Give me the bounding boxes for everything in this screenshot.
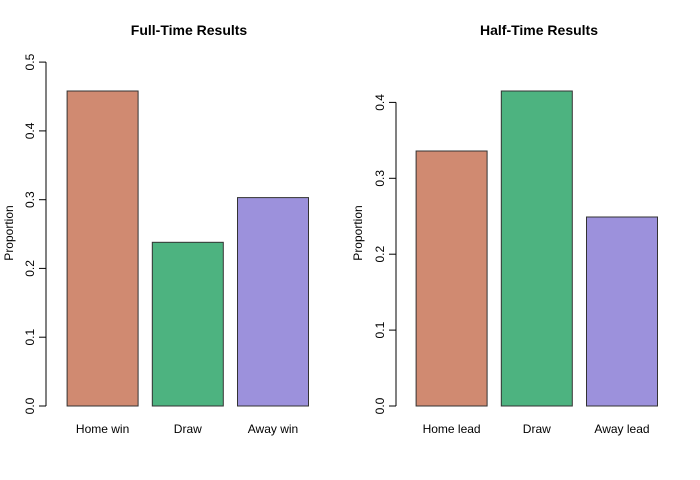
y-tick-label: 0.1	[23, 329, 37, 346]
x-tick-label: Draw	[523, 422, 551, 436]
y-tick-label: 0.0	[23, 397, 37, 414]
chart-title: Full-Time Results	[131, 22, 248, 38]
y-tick-label: 0.5	[23, 53, 37, 70]
bar-away-lead	[586, 216, 658, 407]
bar-home-win	[66, 90, 139, 407]
bars	[415, 90, 658, 407]
bars	[66, 90, 309, 407]
x-axis-labels: Home win Draw Away win	[76, 422, 298, 436]
y-tick-label: 0.1	[373, 321, 387, 338]
y-tick-label: 0.4	[23, 122, 37, 139]
x-tick-label: Away win	[248, 422, 298, 436]
y-tick-label: 0.2	[23, 260, 37, 277]
y-tick-label: 0.0	[373, 397, 387, 414]
x-axis-labels: Home lead Draw Away lead	[423, 422, 650, 436]
full-time-chart: Full-Time Results Proportion 0.00.10.20.…	[2, 22, 309, 436]
y-axis: 0.0 0.1 0.2 0.3 0.4	[373, 94, 397, 414]
y-tick-label: 0.4	[373, 94, 387, 111]
bar-draw	[151, 241, 224, 407]
bar-draw	[500, 90, 573, 407]
x-tick-label: Home win	[76, 422, 129, 436]
chart-title: Half-Time Results	[480, 22, 598, 38]
y-tick-label: 0.3	[373, 170, 387, 187]
x-tick-label: Away lead	[594, 422, 649, 436]
y-axis-title: Proportion	[351, 205, 365, 260]
bar-home-lead	[415, 150, 488, 407]
y-tick-label: 0.3	[23, 191, 37, 208]
y-axis: 0.0 0.1 0.2 0.3 0.4 0.5	[23, 53, 47, 414]
half-time-chart: Half-Time Results Proportion 0.00.10.20.…	[351, 22, 658, 436]
bar-away-win	[237, 197, 309, 407]
x-tick-label: Home lead	[423, 422, 481, 436]
y-axis-title: Proportion	[2, 205, 16, 260]
x-tick-label: Draw	[174, 422, 202, 436]
y-tick-label: 0.2	[373, 246, 387, 263]
